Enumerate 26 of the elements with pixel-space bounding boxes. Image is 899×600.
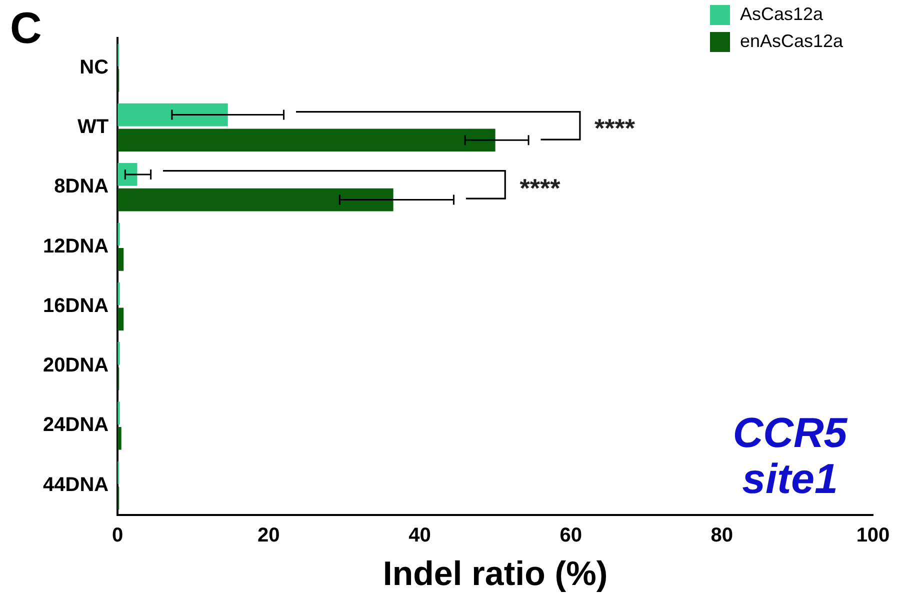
x-tick-label: 20	[258, 524, 280, 547]
y-tick-label: 8DNA	[54, 176, 109, 198]
x-tick-label: 0	[112, 524, 124, 547]
y-tick-label: 20DNA	[43, 354, 109, 377]
bar	[118, 308, 124, 331]
bar	[118, 248, 124, 271]
bar	[118, 426, 122, 450]
y-tick-label: NC	[80, 56, 109, 78]
y-tick-label: 44DNA	[43, 474, 109, 496]
y-tick-label: 16DNA	[43, 294, 109, 317]
bar	[118, 103, 228, 126]
annotation: ****	[520, 173, 560, 204]
x-axis-title: Indel ratio (%)	[382, 554, 608, 593]
x-tick-label: 100	[856, 524, 890, 547]
legend-label: AsCas12a	[740, 4, 824, 25]
x-tick-label: 40	[408, 524, 431, 547]
annotation: ****	[594, 113, 635, 144]
chart-title: C	[10, 4, 42, 54]
x-tick-label: 60	[560, 524, 582, 547]
x-tick-label: 80	[710, 524, 734, 547]
annotation: CCR5 site1	[732, 409, 848, 502]
legend-label: enAsCas12a	[740, 31, 844, 52]
y-tick-label: WT	[77, 116, 109, 138]
y-tick-label: 24DNA	[43, 414, 109, 436]
bar	[118, 163, 138, 186]
y-tick-label: 12DNA	[43, 235, 109, 258]
